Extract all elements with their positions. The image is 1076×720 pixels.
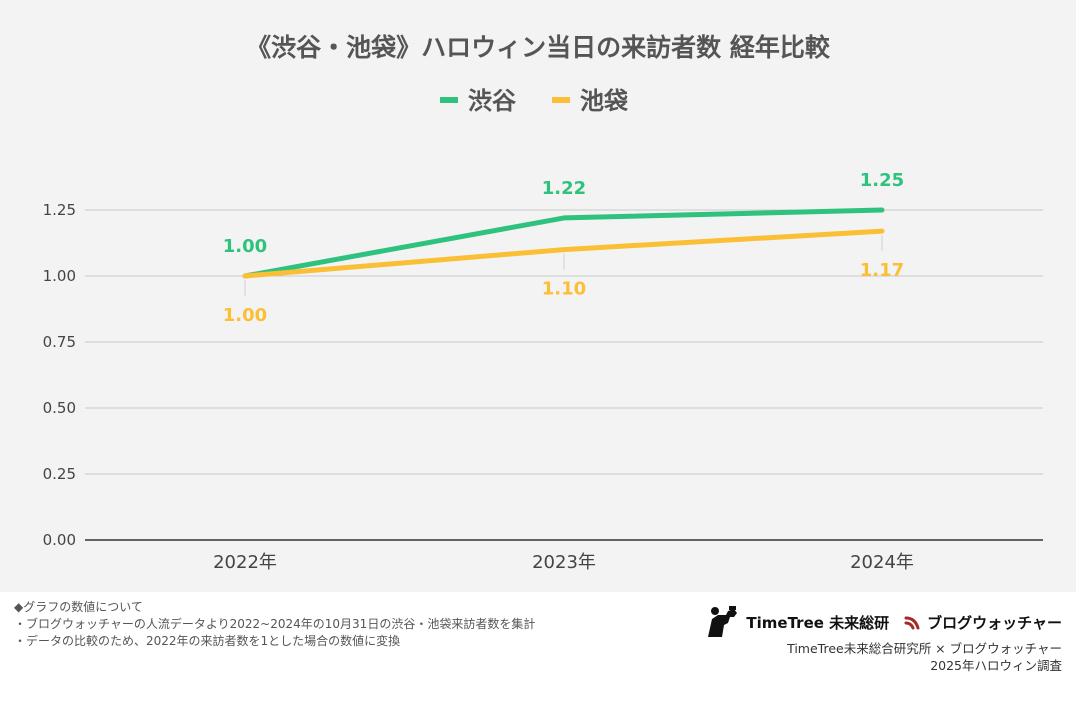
line-chart: 《渋谷・池袋》ハロウィン当日の来訪者数 経年比較 渋谷 池袋 0.000.250.…: [43, 33, 1043, 573]
data-labels: 1.00 1.22 1.25 1.00 1.10 1.17: [223, 170, 904, 326]
x-tick-1: 2022年: [213, 552, 277, 573]
data-label-1-1: 1.00: [223, 236, 267, 257]
chart-panel: [0, 0, 1076, 592]
data-label-1-2: 1.22: [542, 178, 586, 199]
blogwatcher-logo: ブログウォッチャー: [903, 612, 1062, 633]
notes-item-2: ・データの比較のため、2022年の来訪者数を1とした場合の数値に変換: [14, 634, 401, 648]
blogwatcher-logo-text: ブログウォッチャー: [927, 613, 1062, 632]
x-axis: 2022年 2023年 2024年: [213, 552, 914, 573]
signal-wave-icon: [904, 616, 920, 630]
y-tick-1: 0.00: [43, 531, 76, 549]
notes-item-1: ・ブログウォッチャーの人流データより2022~2024年の10月31日の渋谷・池…: [14, 617, 536, 631]
legend-label-2: 池袋: [580, 87, 629, 115]
y-tick-4: 0.75: [43, 333, 76, 351]
timetree-logo: TimeTree 未来総研: [704, 605, 889, 639]
y-tick-2: 0.25: [43, 465, 76, 483]
credit-line-2: 2025年ハロウィン調査: [930, 658, 1062, 673]
series-line-2: [242, 228, 885, 279]
data-label-1-3: 1.25: [860, 170, 904, 191]
credit-line-1: TimeTree未来総合研究所 × ブログウォッチャー: [787, 641, 1062, 656]
y-tick-6: 1.25: [43, 201, 76, 219]
x-tick-3: 2024年: [850, 552, 914, 573]
legend-swatch-2: [552, 97, 570, 103]
timetree-logo-text: TimeTree 未来総研: [746, 613, 890, 632]
logo-row: TimeTree 未来総研 ブログウォッチャー: [704, 604, 1062, 640]
notes-heading: ◆グラフの数値について: [14, 600, 143, 614]
data-label-2-1: 1.00: [223, 305, 267, 326]
y-axis: 0.00 0.25 0.50 0.75 1.00 1.25: [43, 201, 76, 549]
data-label-2-3: 1.17: [860, 260, 904, 281]
y-tick-5: 1.00: [43, 267, 76, 285]
legend: 渋谷 池袋: [440, 87, 629, 115]
credits: TimeTree 未来総研 ブログウォッチャー TimeTree未来総合研究所 …: [704, 604, 1062, 674]
chart-title: 《渋谷・池袋》ハロウィン当日の来訪者数 経年比較: [246, 33, 831, 62]
series-lines: [242, 207, 885, 279]
notes: ◆グラフの数値について ・ブログウォッチャーの人流データより2022~2024年…: [14, 599, 535, 650]
data-label-2-2: 1.10: [542, 279, 586, 300]
legend-swatch-1: [440, 97, 458, 103]
binoculars-person-icon: [708, 606, 738, 637]
x-tick-2: 2023年: [532, 552, 596, 573]
series-line-1: [242, 207, 885, 279]
y-tick-3: 0.50: [43, 399, 76, 417]
legend-label-1: 渋谷: [468, 87, 517, 115]
